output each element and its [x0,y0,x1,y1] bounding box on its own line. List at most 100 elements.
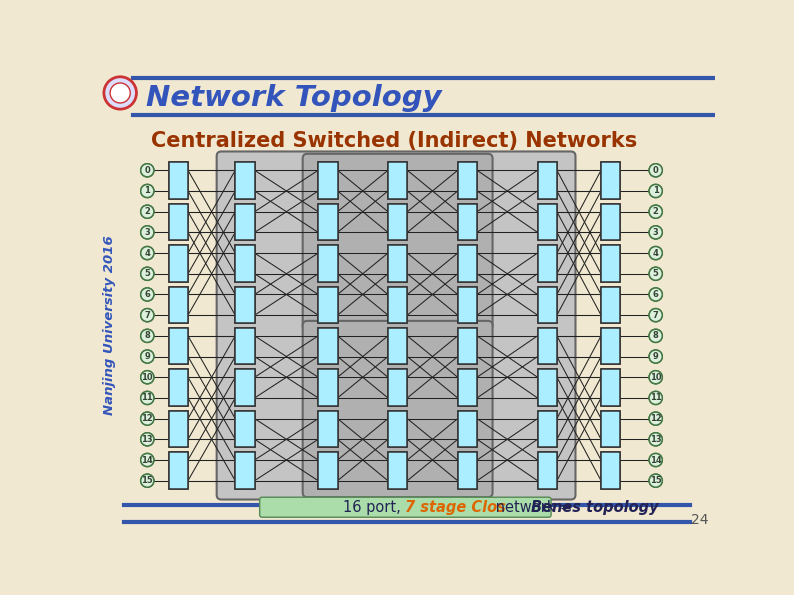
Text: 15: 15 [141,476,153,485]
Circle shape [141,246,154,259]
Bar [235,204,255,240]
Text: 12: 12 [649,414,661,423]
Text: 8: 8 [145,331,150,340]
Bar [457,328,477,364]
Bar [318,162,337,199]
Text: 4: 4 [653,249,659,258]
Text: 1: 1 [145,186,150,196]
Circle shape [649,350,662,363]
Circle shape [649,184,662,198]
Circle shape [141,226,154,239]
Bar [457,411,477,447]
Text: 0: 0 [145,166,150,175]
Bar [538,204,557,240]
Bar [168,369,188,406]
Circle shape [141,392,154,405]
Text: 14: 14 [141,456,153,465]
Bar [601,245,620,281]
Bar [457,162,477,199]
Bar [168,287,188,323]
Text: 7: 7 [653,311,658,320]
Bar [601,411,620,447]
Bar [538,452,557,488]
Bar [457,411,477,447]
Text: 12: 12 [141,414,153,423]
Bar [538,411,557,447]
Circle shape [649,309,662,322]
Circle shape [141,474,154,487]
Bar [601,162,620,199]
Bar [235,245,255,281]
Circle shape [649,371,662,384]
FancyBboxPatch shape [260,497,551,517]
Bar [601,245,620,281]
Text: 12: 12 [649,414,661,423]
Circle shape [649,309,662,322]
Bar [457,245,477,281]
Text: 5: 5 [653,270,659,278]
Text: 6: 6 [653,290,659,299]
Text: 2: 2 [145,207,150,216]
Bar [538,328,557,364]
Bar [388,245,407,281]
Circle shape [649,246,662,259]
Circle shape [649,412,662,425]
Bar [235,328,255,364]
Circle shape [649,267,662,280]
Bar [388,204,407,240]
Bar [235,245,255,281]
Circle shape [649,184,662,198]
Text: 1: 1 [653,186,659,196]
Bar [457,287,477,323]
FancyBboxPatch shape [217,152,576,500]
Circle shape [141,371,154,384]
Text: 9: 9 [145,352,150,361]
Bar [318,204,337,240]
Circle shape [649,433,662,446]
Text: 7: 7 [653,311,658,320]
Bar [235,287,255,323]
FancyBboxPatch shape [303,321,492,497]
Bar [388,287,407,323]
Bar [388,369,407,406]
Bar [457,204,477,240]
Bar [168,328,188,364]
Bar [168,245,188,281]
Bar [318,452,337,488]
Text: 14: 14 [649,456,661,465]
Text: 0: 0 [653,166,658,175]
Text: 11: 11 [141,393,153,402]
Text: 4: 4 [145,249,150,258]
Circle shape [649,350,662,363]
Text: 10: 10 [649,372,661,382]
Circle shape [141,309,154,322]
Bar [318,287,337,323]
Text: 4: 4 [653,249,659,258]
Bar [235,369,255,406]
Circle shape [649,433,662,446]
Text: Nanjing University 2016: Nanjing University 2016 [103,236,116,415]
Text: 5: 5 [145,270,150,278]
Bar [457,162,477,199]
Bar [235,452,255,488]
Circle shape [141,453,154,466]
Text: 3: 3 [653,228,658,237]
Circle shape [141,226,154,239]
Bar [235,287,255,323]
Circle shape [141,205,154,218]
Bar [168,204,188,240]
Text: 15: 15 [141,476,153,485]
Circle shape [141,392,154,405]
Bar [601,287,620,323]
Bar [538,162,557,199]
Text: 4: 4 [145,249,150,258]
Bar [388,162,407,199]
Bar [388,245,407,281]
Bar [168,162,188,199]
Circle shape [141,164,154,177]
Bar [457,245,477,281]
Text: network =: network = [491,500,577,515]
Circle shape [649,392,662,405]
Text: 13: 13 [649,435,661,444]
Circle shape [141,184,154,198]
